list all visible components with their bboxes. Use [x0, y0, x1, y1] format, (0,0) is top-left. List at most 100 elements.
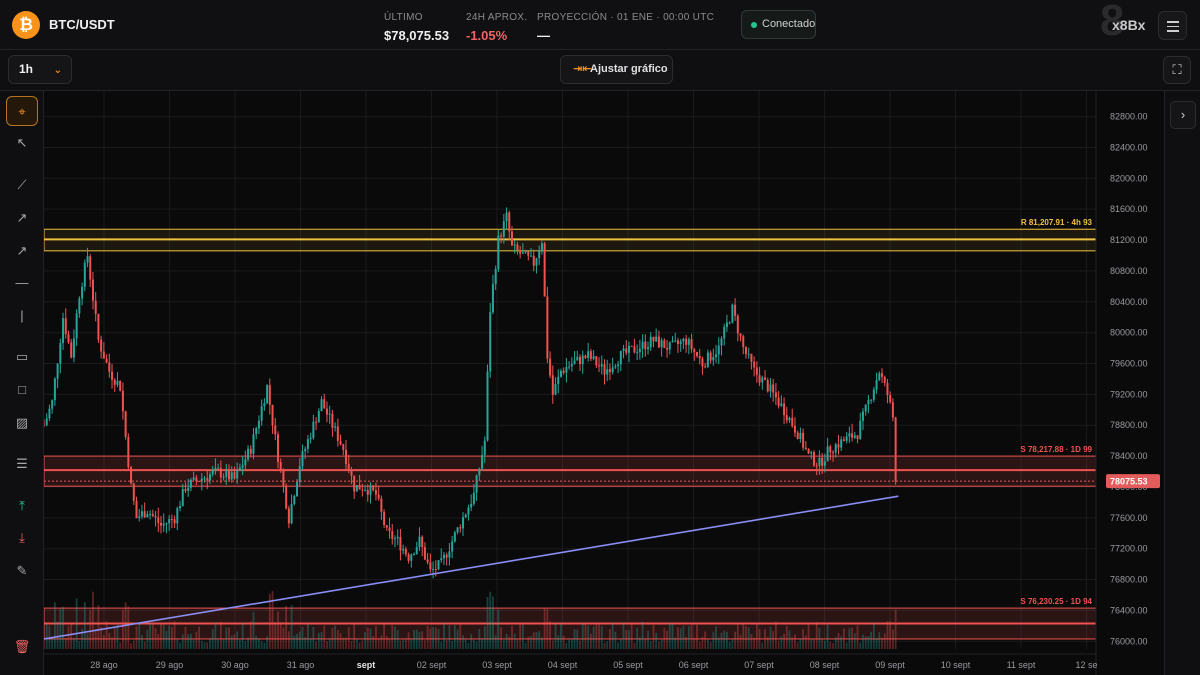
volume-bar [173, 621, 176, 649]
candle-body [83, 262, 86, 287]
volume-bar [258, 638, 260, 649]
volume-bar [720, 632, 723, 649]
candle-body [565, 367, 568, 373]
volume-bar [551, 640, 554, 649]
candle-body [546, 296, 549, 359]
candle-body [851, 433, 854, 438]
candle-body [72, 338, 75, 358]
volume-bar [560, 623, 562, 649]
volume-bar [821, 638, 824, 649]
volume-bar [706, 639, 709, 649]
fit-chart-button[interactable]: ⇥⇤ Ajustar gráfico [560, 55, 673, 84]
short-position-tool[interactable]: ⤓ [6, 523, 38, 553]
volume-bar [426, 625, 429, 649]
candle-body [883, 376, 886, 383]
volume-bar [421, 631, 424, 649]
expand-panel-button[interactable]: › [1170, 101, 1196, 129]
note-tool[interactable]: ✎ [6, 556, 38, 586]
candle-body [445, 554, 448, 558]
volume-bar [717, 637, 720, 649]
volume-bar [557, 635, 560, 649]
fib-levels-tool[interactable]: ☰ [6, 449, 38, 479]
hatch-zone-tool[interactable]: ▨ [6, 408, 38, 438]
candle-body [429, 562, 432, 570]
candle-body [823, 461, 826, 466]
fit-chart-label: Ajustar gráfico [590, 63, 668, 75]
cursor-tool[interactable]: ↖ [6, 128, 38, 158]
ray-tool[interactable]: ↗ [6, 236, 38, 266]
candle-body [219, 467, 222, 478]
volume-bar [687, 626, 690, 649]
volume-bar [562, 635, 565, 649]
volume-bar [709, 641, 712, 649]
volume-bar [622, 623, 625, 649]
candle-body [165, 523, 168, 525]
candle-body [159, 522, 162, 526]
candle-body [385, 524, 388, 528]
candle-body [614, 366, 617, 368]
volume-bar [633, 642, 636, 649]
volume-bar [130, 642, 132, 649]
long-position-icon: ⤒ [19, 498, 25, 513]
horizontal-line-tool[interactable]: — [6, 268, 38, 298]
connection-status-badge[interactable]: Conectado [741, 10, 816, 39]
change-value: -1.05% [466, 28, 508, 43]
chart-canvas[interactable]: R 81,207.91 · 4h 93 S 78,217.88 · 1D 99 S … [44, 91, 1164, 675]
menu-button[interactable] [1158, 11, 1187, 40]
volume-bar [339, 633, 342, 649]
volume-bar [750, 633, 753, 649]
trend-line-tool[interactable]: ⟋ [6, 170, 38, 200]
candle-body [100, 339, 103, 352]
candle-body [647, 347, 650, 350]
volume-bar [845, 642, 848, 649]
crosshair-tool[interactable]: ⌖ [6, 96, 38, 126]
volume-bar [402, 639, 405, 649]
volume-bar [581, 623, 584, 649]
volume-bar [573, 629, 576, 649]
candle-body [157, 517, 160, 523]
fib-levels-icon: ☰ [16, 456, 28, 471]
long-position-tool[interactable]: ⤒ [6, 491, 38, 521]
vertical-line-tool[interactable]: | [6, 301, 38, 331]
candle-body [255, 428, 258, 435]
volume-bar [369, 628, 372, 649]
volume-bar [802, 628, 805, 649]
volume-bar [606, 641, 609, 649]
volume-bar [807, 623, 810, 649]
volume-bar [432, 627, 434, 649]
fullscreen-button[interactable]: ⛶ [1163, 56, 1191, 84]
candle-body [584, 355, 587, 358]
volume-bar [881, 637, 883, 649]
candle-body [829, 446, 832, 453]
volume-bar [355, 638, 358, 649]
price-chart[interactable]: R 81,207.91 · 4h 93 S 78,217.88 · 1D 99 S … [44, 91, 1164, 675]
volume-bar [739, 634, 742, 649]
rectangle-tool[interactable]: □ [6, 375, 38, 405]
volume-bar [113, 627, 116, 649]
candle-body [108, 362, 111, 372]
vertical-line-icon: | [20, 308, 24, 323]
candle-body [453, 532, 456, 542]
candle-body [796, 432, 799, 440]
volume-bar [244, 641, 247, 649]
delete-drawings-button[interactable]: 🗑 [6, 632, 38, 662]
volume-bar [396, 629, 399, 649]
arrow-line-tool[interactable]: ↗ [6, 203, 38, 233]
volume-bar [617, 642, 619, 649]
candle-body [91, 279, 94, 301]
volume-bar [135, 626, 138, 649]
candle-body [802, 432, 805, 448]
candle-body [821, 457, 824, 466]
volume-bar [236, 631, 239, 649]
ray-icon: ↗ [16, 243, 28, 258]
horizontal-band-tool[interactable]: ▭ [6, 342, 38, 372]
candle-body [513, 244, 516, 246]
volume-bar [451, 640, 454, 649]
volume-bar [228, 627, 230, 649]
arrows-compress-icon: ⇥⇤ [573, 63, 592, 75]
candle-body [527, 251, 530, 256]
timeframe-select[interactable]: 1h ⌄ [8, 55, 72, 84]
volume-bar [127, 606, 130, 649]
candle-body [192, 477, 195, 480]
volume-bar [723, 630, 726, 649]
